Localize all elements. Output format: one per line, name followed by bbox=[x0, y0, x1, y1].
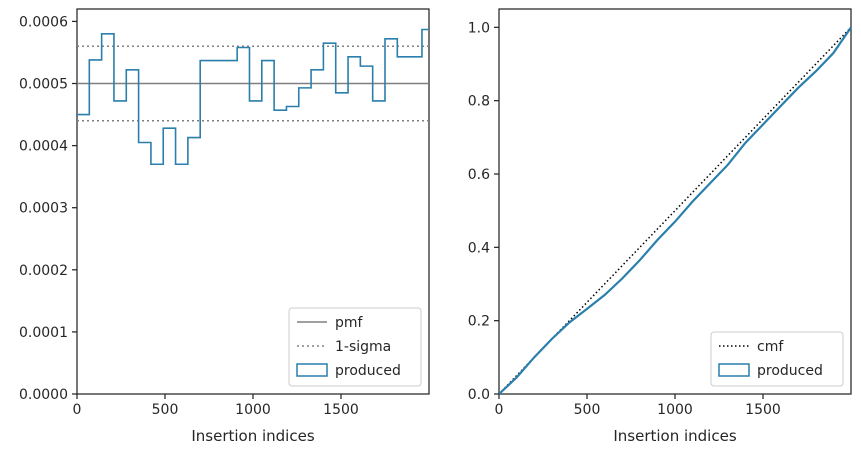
legend-label: pmf bbox=[335, 315, 364, 331]
y-tick-label: 0.0001 bbox=[19, 325, 68, 341]
legend-swatch bbox=[718, 363, 750, 377]
legend-label: 1-sigma bbox=[335, 339, 391, 355]
right-axis-ticks: 0 500 1000 1500 0.0 0.2 0.4 0.6 0.8 1.0 bbox=[468, 20, 781, 418]
y-tick-label: 0.0005 bbox=[19, 77, 68, 93]
y-tick-label: 0.0002 bbox=[19, 263, 68, 279]
produced-cumulative-line bbox=[498, 26, 852, 395]
right-legend: cmf produced bbox=[710, 331, 844, 387]
legend-label: produced bbox=[757, 363, 823, 379]
x-tick-label: 1000 bbox=[657, 402, 693, 418]
left-legend: pmf 1-sigma produced bbox=[288, 307, 422, 387]
x-tick-label: 1000 bbox=[235, 402, 271, 418]
left-x-axis-label: Insertion indices bbox=[191, 427, 314, 445]
cmf-panel: 0 500 1000 1500 0.0 0.2 0.4 0.6 0.8 1.0 Insertion… bbox=[468, 8, 852, 445]
y-tick-label: 0.0000 bbox=[19, 387, 68, 403]
x-tick-label: 0 bbox=[495, 402, 504, 418]
y-tick-label: 0.0003 bbox=[19, 201, 68, 217]
legend-box bbox=[288, 307, 422, 387]
x-tick-label: 500 bbox=[574, 402, 601, 418]
right-x-axis-label: Insertion indices bbox=[613, 427, 736, 445]
x-tick-label: 1500 bbox=[745, 402, 781, 418]
y-tick-label: 0.2 bbox=[468, 314, 490, 330]
legend-label: produced bbox=[335, 363, 401, 379]
legend-label: cmf bbox=[757, 339, 784, 355]
y-tick-label: 1.0 bbox=[468, 20, 490, 36]
x-tick-label: 500 bbox=[152, 402, 179, 418]
pmf-histogram-panel: 0 500 1000 1500 0.0000 0.0001 0.0002 0.0003 0.00… bbox=[19, 8, 430, 445]
right-produced-series bbox=[498, 26, 852, 395]
y-tick-label: 0.6 bbox=[468, 167, 490, 183]
y-tick-label: 0.4 bbox=[468, 240, 490, 256]
left-axis-ticks: 0 500 1000 1500 0.0000 0.0001 0.0002 0.0003 0.00… bbox=[19, 14, 359, 418]
y-tick-label: 0.8 bbox=[468, 94, 490, 110]
left-reference-lines bbox=[77, 45, 429, 122]
legend-swatch bbox=[296, 363, 328, 377]
right-axes-frame bbox=[498, 8, 852, 395]
y-tick-label: 0.0006 bbox=[19, 14, 68, 30]
x-tick-label: 1500 bbox=[323, 402, 359, 418]
x-tick-label: 0 bbox=[73, 402, 82, 418]
y-tick-label: 0.0 bbox=[468, 387, 490, 403]
y-tick-label: 0.0004 bbox=[19, 139, 68, 155]
left-produced-series bbox=[77, 28, 429, 166]
produced-step-line bbox=[77, 28, 429, 166]
